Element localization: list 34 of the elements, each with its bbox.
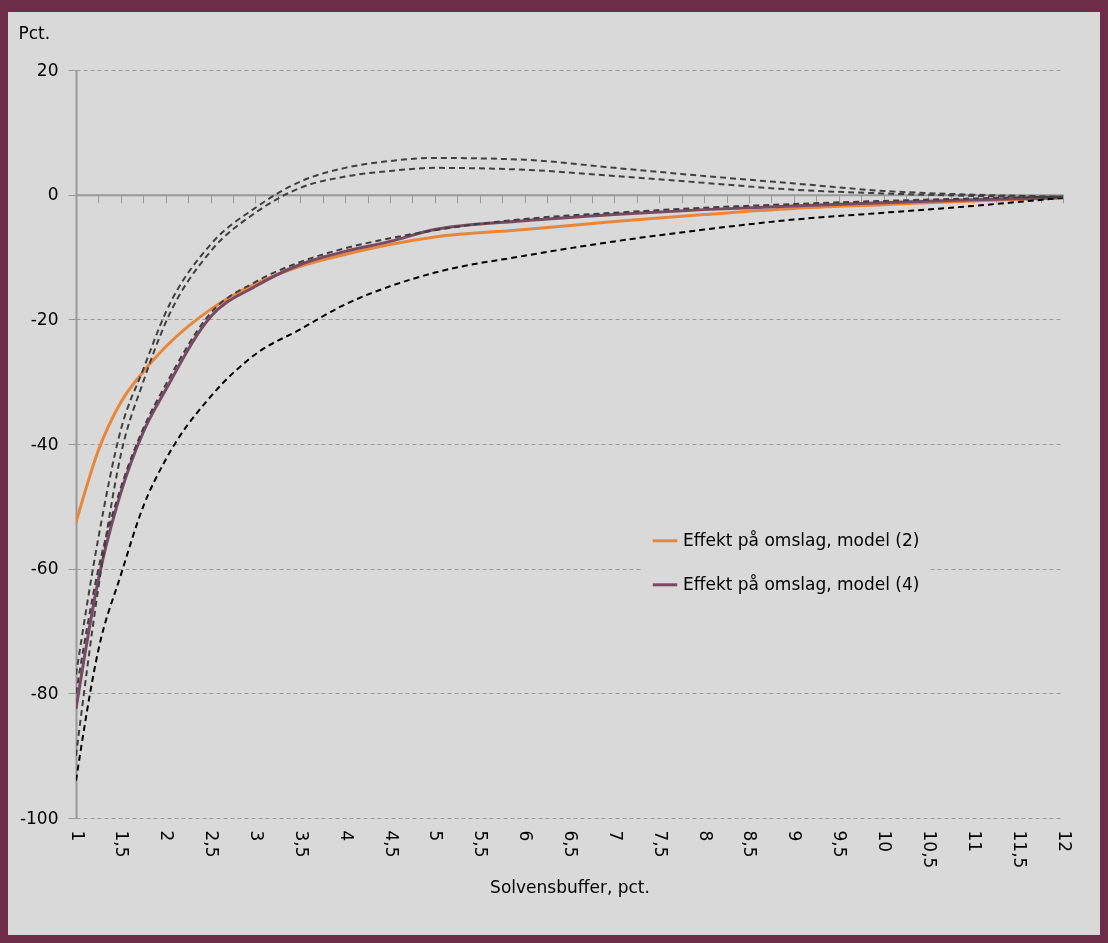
x-tick-label: 11,5	[1009, 830, 1030, 869]
x-tick-label: 2,5	[202, 830, 223, 858]
x-tick-label: 8,5	[740, 830, 761, 858]
y-tick-label: -60	[30, 558, 59, 579]
y-tick-label: 20	[36, 59, 59, 80]
x-tick-label: 8	[695, 830, 716, 842]
x-tick-label: 4,5	[381, 830, 402, 858]
x-tick-label: 9,5	[830, 830, 851, 858]
x-tick-label: 12	[1054, 830, 1075, 853]
y-tick-label: -100	[19, 807, 59, 828]
x-tick-label: 10,5	[919, 830, 940, 869]
x-tick-label: 7	[605, 830, 626, 842]
legend-label: Effekt på omslag, model (4)	[683, 573, 920, 594]
x-tick-label: 7,5	[650, 830, 671, 858]
x-tick-label: 6,5	[561, 830, 581, 858]
y-tick-label: -80	[30, 682, 59, 703]
x-tick-label: 4	[336, 830, 357, 842]
x-tick-label: 2	[157, 830, 178, 842]
x-tick-label: 9	[785, 830, 806, 842]
y-tick-label: -40	[30, 433, 59, 454]
x-axis-title: Solvensbuffer, pct.	[490, 876, 650, 897]
legend-label: Effekt på omslag, model (2)	[683, 529, 920, 550]
x-tick-label: 10	[875, 830, 896, 853]
x-tick-label: 1,5	[112, 830, 133, 858]
x-tick-label: 3,5	[291, 830, 312, 858]
x-tick-label: 6	[516, 830, 537, 842]
x-tick-label: 11	[964, 830, 985, 853]
y-tick-label: -20	[30, 308, 59, 329]
y-tick-label: 0	[47, 184, 59, 205]
x-tick-label: 5	[426, 830, 447, 842]
y-axis-title: Pct.	[18, 22, 51, 43]
x-tick-label: 1	[67, 830, 88, 842]
x-tick-label: 5,5	[471, 830, 492, 858]
x-tick-label: 3	[246, 830, 267, 842]
